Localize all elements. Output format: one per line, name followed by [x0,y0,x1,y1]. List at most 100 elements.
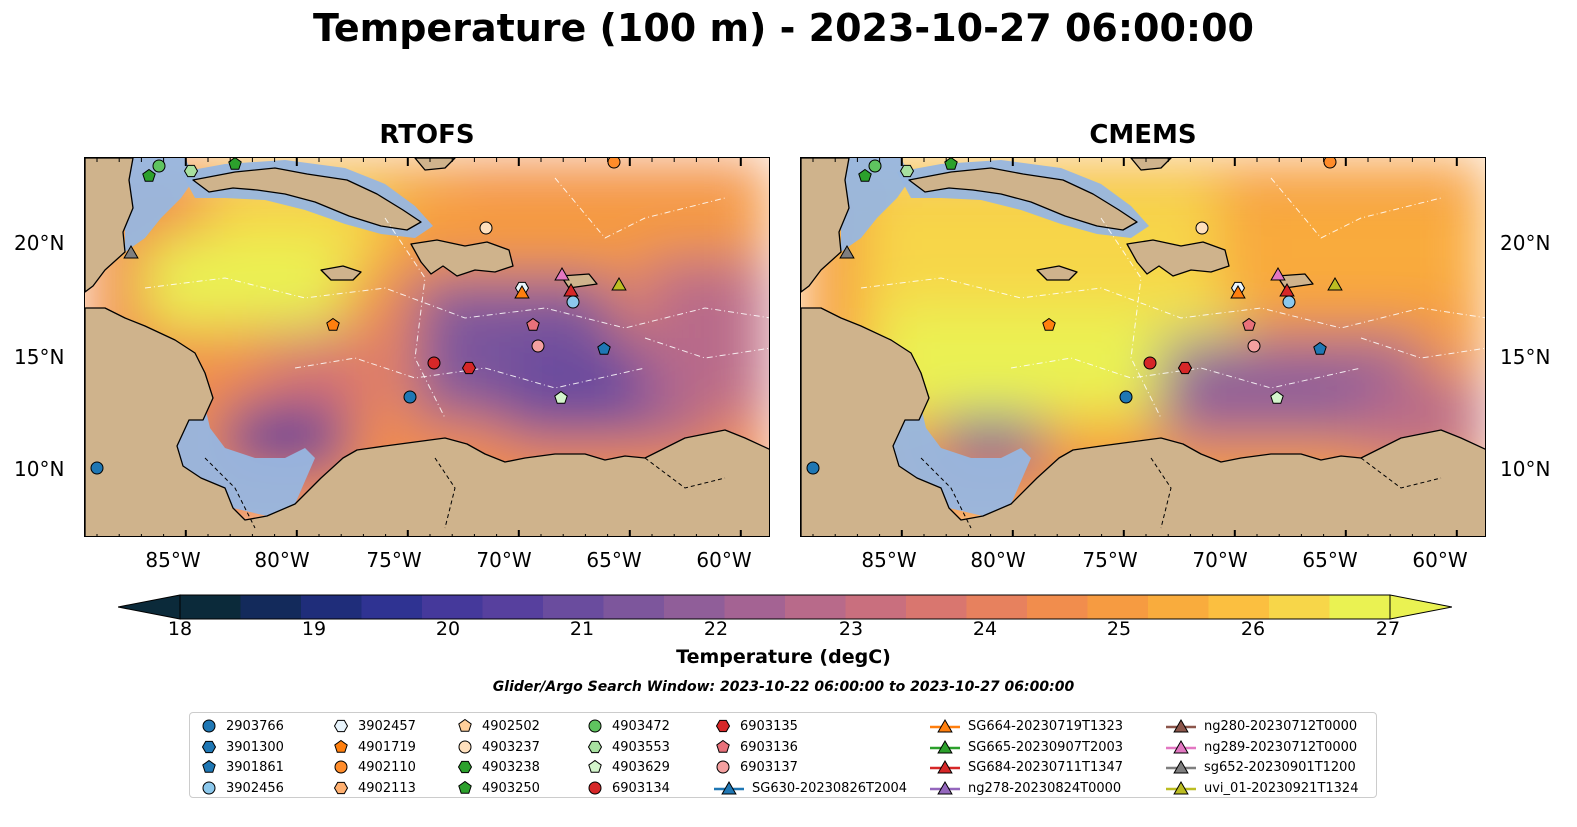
legend-item: 4903237 [456,737,540,757]
lon-label-70w-rtofs: 70°W [476,548,532,572]
map-rtofs-canvas [85,158,769,536]
legend-item: 4903238 [456,757,540,777]
colorbar-extend-low [117,594,181,620]
boundary-line [1360,337,1485,359]
land-mass [560,273,598,289]
glider-marker [1270,266,1286,281]
circle-marker-icon [716,760,730,774]
colorbar-tick-24: 24 [972,618,998,640]
colorbar-segment [1269,595,1330,619]
argo-marker [427,356,441,370]
legend-item: 4901719 [332,737,416,757]
boundary-line [384,217,446,419]
argo-marker [607,158,621,169]
argo-marker [1119,390,1133,404]
glider-marker [123,244,139,259]
argo-marker [531,339,545,353]
legend-label: 6903134 [612,780,670,796]
hexagon-marker-icon [333,781,349,795]
country-border [920,457,972,529]
legend-label: SG665-20230907T2003 [968,739,1124,755]
legend-item: 4903629 [586,757,670,777]
legend-item: 3902456 [200,778,284,798]
glider-marker [1230,284,1246,299]
triangle-marker-icon [930,718,960,733]
argo-marker [461,361,477,375]
legend-item: 3901300 [200,737,284,757]
pentagon-marker-icon [334,739,348,753]
country-border [1150,457,1172,529]
figure-title: Temperature (100 m) - 2023-10-27 06:00:0… [312,6,1254,50]
colorbar-tick-26: 26 [1240,618,1266,640]
hexagon-marker-icon [201,740,217,754]
legend-label: 4903237 [482,739,540,755]
colorbar-segment [906,595,967,619]
argo-marker [806,461,820,475]
land-mass [1276,273,1314,289]
legend-item: 4902110 [332,757,416,777]
colorbar-segment [845,595,907,619]
colorbar-segment [724,595,786,619]
lon-label-60w-rtofs: 60°W [696,548,752,572]
legend-item: 4903472 [586,716,670,736]
legend-label: 3901861 [226,759,284,775]
colorbar-segment [301,595,362,619]
argo-marker [597,341,611,355]
legend-label: 2903766 [226,718,284,734]
legend-item: ng278-20230824T0000 [930,778,1121,798]
legend-item: ng280-20230712T0000 [1166,716,1357,736]
glider-marker [839,244,855,259]
land-mass [85,307,769,536]
legend-label: SG684-20230711T1347 [968,759,1124,775]
legend-item: 3901861 [200,757,284,777]
legend-label: 4903250 [482,780,540,796]
lon-label-65w-rtofs: 65°W [586,548,642,572]
temperature-field [801,158,1485,536]
land-mass [908,167,1138,231]
colorbar-segment [785,595,846,619]
legend-label: 6903135 [740,718,798,734]
colorbar-segment [361,595,423,619]
circle-marker-icon [588,781,602,795]
boundary-line [554,177,726,239]
legend-label: 4903553 [612,739,670,755]
colorbar-segment [1329,595,1391,619]
search-window-text: Glider/Argo Search Window: 2023-10-22 06… [492,679,1075,695]
triangle-marker-icon [1166,718,1196,733]
argo-marker [1247,339,1261,353]
boundary-line [644,337,769,359]
pentagon-marker-icon [458,780,472,794]
lon-label-80w-rtofs: 80°W [254,548,310,572]
argo-marker [326,317,340,331]
land-mass [801,158,850,293]
legend-item: uvi_01-20230921T1324 [1166,778,1358,798]
map-rtofs [84,157,770,537]
argo-marker [1270,390,1284,404]
colorbar-segment [543,595,604,619]
pentagon-marker-icon [458,718,472,732]
circle-marker-icon [202,719,216,733]
land-mass [192,167,422,231]
land-mass [85,158,134,293]
colorbar-segment [664,595,725,619]
colorbar-tick-23: 23 [838,618,864,640]
glider-marker [1327,276,1343,291]
colorbar-extend-high [1389,594,1453,620]
argo-marker [183,164,199,178]
glider-marker [1279,282,1295,297]
lat-label-15n-left: 15°N [14,345,65,369]
legend-label: sg652-20230901T1200 [1204,759,1356,775]
circle-marker-icon [202,781,216,795]
circle-marker-icon [458,740,472,754]
argo-marker [566,295,580,309]
triangle-marker-icon [930,759,960,774]
legend-item: 4902113 [332,778,416,798]
legend-label: 4902113 [358,780,416,796]
country-border [644,457,726,489]
legend-label: 4903629 [612,759,670,775]
country-border [434,457,456,529]
argo-marker [403,390,417,404]
lon-label-70w-cmems: 70°W [1192,548,1248,572]
legend-item: ng289-20230712T0000 [1166,737,1357,757]
argo-marker [899,164,915,178]
